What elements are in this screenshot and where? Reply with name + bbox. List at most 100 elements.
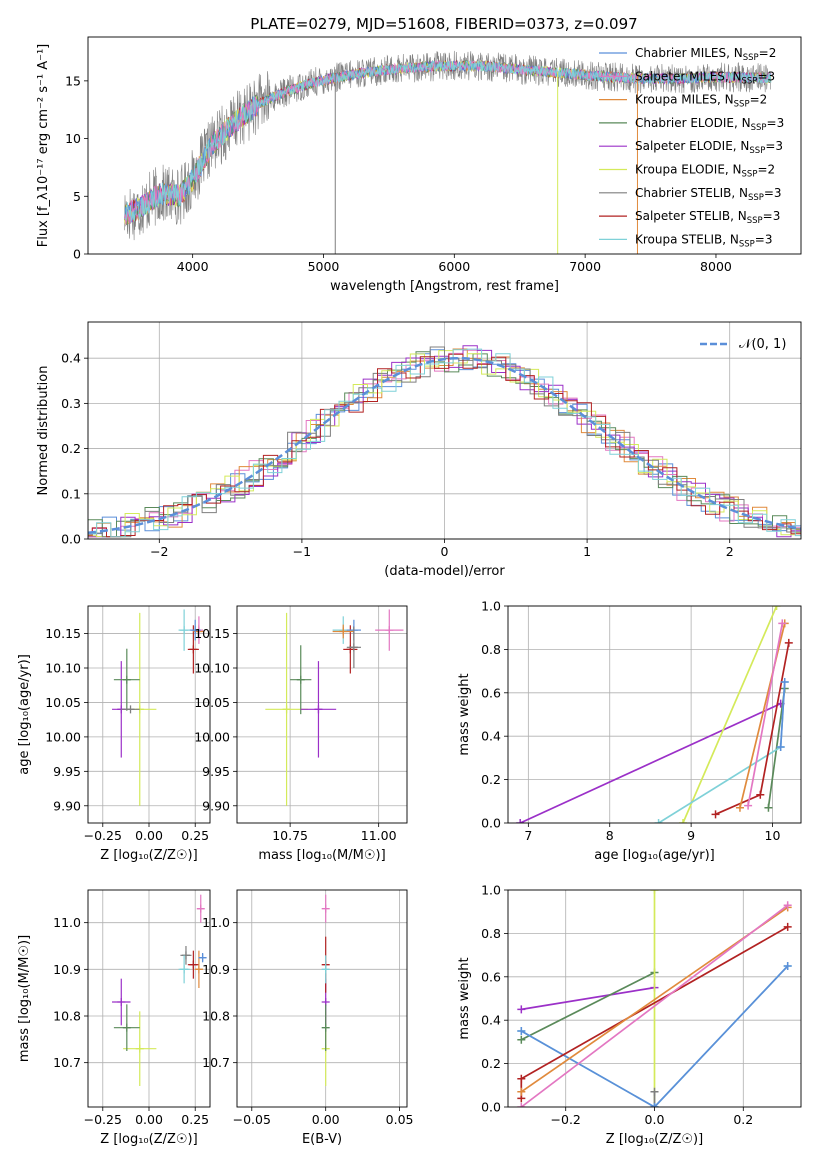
data-point-kroupa_stelib: [180, 626, 189, 635]
residuals-ytick-label: 0.3: [61, 396, 81, 411]
mass_vs_ebv-xtick-label: −0.05: [233, 1112, 271, 1127]
mass_weight_vs_Z-frame: [507, 889, 802, 1108]
legend-label-subscript: SSP: [747, 216, 763, 226]
legend-label: Kroupa ELODIE, NSSP=2: [635, 163, 775, 180]
legend-label-subscript: SSP: [734, 100, 750, 110]
mass_weight_vs_age-xtick-label: 8: [606, 828, 614, 843]
weight-marker-salpeter_stelib: [756, 790, 765, 799]
mass_weight_vs_age-xtick-label: 9: [687, 828, 695, 843]
residuals-legend: 𝒩(0, 1): [700, 337, 786, 352]
legend-label-subscript: SSP: [742, 170, 758, 180]
weight-marker-chabrier_miles: [780, 677, 789, 686]
mass_vs_ebv-ytick-label: 10.9: [202, 962, 230, 977]
age_vs_Z-ytick-label: 10.10: [45, 661, 81, 676]
legend-label-tail: =3: [755, 232, 773, 246]
data-point-kroupa_miles: [194, 965, 203, 974]
spectrum-xtick-label: 4000: [177, 259, 209, 274]
weight-marker-salpeter_stelib: [783, 922, 792, 931]
data-point-chabrier_miles: [198, 953, 207, 962]
residuals-xtick-label: −1: [293, 544, 311, 559]
legend-label: Kroupa MILES, NSSP=2: [635, 93, 767, 110]
legend-label-subscript: SSP: [739, 239, 755, 249]
age_vs_mass-xtick-label: 11.00: [361, 828, 397, 843]
residuals-ytick-label: 0.4: [61, 351, 81, 366]
mass_weight_vs_age-xlabel: age [log₁₀(age/yr)]: [594, 848, 715, 863]
data-point-kroupa_elodie: [135, 1044, 144, 1053]
spectrum-series-kroupa_stelib: [124, 59, 772, 223]
legend-label: 𝒩(0, 1): [739, 337, 786, 352]
residuals-ytick-label: 0.0: [61, 532, 81, 547]
mass_vs_Z-xtick-label: −0.25: [84, 1112, 122, 1127]
age_vs_Z-frame: [87, 605, 211, 824]
legend-label: Kroupa STELIB, NSSP=3: [635, 232, 773, 249]
weight-marker-salpeter_elodie: [517, 1005, 526, 1014]
age_vs_Z-xtick-label: −0.25: [84, 828, 122, 843]
mass_vs_ebv-xlabel: E(B-V): [302, 1132, 342, 1147]
mass_vs_Z-xtick-label: 0.25: [181, 1112, 209, 1127]
mass_weight_vs_Z-plot-area: [517, 890, 792, 1107]
legend-label-tail: =3: [765, 139, 783, 153]
residuals-plot-area: [88, 345, 801, 538]
mass_vs_Z-ytick-label: 10.7: [53, 1055, 81, 1070]
weight-line-salpeter_miles: [747, 623, 784, 806]
weight-line-kroupa_elodie: [682, 606, 778, 823]
histogram-kroupa_miles: [88, 348, 801, 538]
mass_vs_ebv-panel: −0.05 0.00 0.05 10.7 10.8 10.9 11.0 E(B-V): [202, 889, 414, 1147]
data-point-chabrier_miles: [191, 626, 200, 635]
mass_vs_ebv-plot-area: [321, 894, 330, 1086]
age_vs_Z-xlabel: Z [log₁₀(Z/Z☉)]: [100, 848, 197, 863]
residuals-xtick-label: 1: [583, 544, 591, 559]
weight-marker-kroupa_miles: [517, 1087, 526, 1096]
mass_weight_vs_age-panel: 7 8 9 10 0.0 0.2 0.4 0.6 0.8 1.0 age [log₁₀(age/yr…: [457, 599, 802, 863]
data-point-salpeter_stelib: [346, 645, 355, 654]
legend-label-tail: =3: [764, 186, 782, 200]
residuals-xlabel: (data-model)/error: [384, 564, 505, 579]
residuals-frame: [87, 321, 802, 540]
residuals-ytick-label: 0.2: [61, 441, 81, 456]
data-point-salpeter_miles: [385, 626, 394, 635]
mass_weight_vs_age-ytick-label: 1.0: [481, 599, 501, 614]
spectrum-xtick-label: 6000: [438, 259, 470, 274]
data-point-salpeter_stelib: [189, 960, 198, 969]
mass_weight_vs_age-ytick-label: 0.6: [481, 685, 501, 700]
data-point-kroupa_stelib: [321, 965, 330, 974]
weight-line-chabrier_elodie: [767, 688, 786, 808]
legend-label-tail: =2: [759, 46, 777, 60]
age_vs_mass-panel: 10.75 11.00 9.90 9.95 10.00 10.05 10.10 10.15 ma…: [194, 605, 408, 863]
data-point-chabrier_elodie: [296, 675, 305, 684]
residuals-ytick-label: 0.1: [61, 486, 81, 501]
spectrum-ylabel: Flux [f_λ10⁻¹⁷ erg cm⁻² s⁻¹ A⁻¹]: [36, 44, 51, 248]
age_vs_mass-ytick-label: 10.10: [194, 661, 230, 676]
legend-label: Chabrier MILES, NSSP=2: [635, 46, 776, 63]
data-point-salpeter_miles: [321, 904, 330, 913]
data-point-kroupa_elodie: [282, 705, 291, 714]
mass_weight_vs_Z-ytick-label: 0.0: [481, 1100, 501, 1115]
mass_weight_vs_Z-ytick-label: 0.6: [481, 969, 501, 984]
weight-line-salpeter_elodie: [519, 702, 782, 823]
mass_weight_vs_age-plot-area: [516, 606, 793, 823]
mass_weight_vs_age-xtick-label: 7: [524, 828, 532, 843]
legend-label-subscript: SSP: [743, 53, 759, 63]
gaussian-curve: [88, 356, 801, 535]
mass_vs_Z-plot-area: [112, 894, 207, 1086]
legend-label: Chabrier STELIB, NSSP=3: [635, 186, 782, 203]
mass_weight_vs_age-ylabel: mass weight: [457, 673, 472, 755]
mass_weight_vs_age-frame: [507, 605, 802, 824]
age_vs_mass-xlabel: mass [log₁₀(M/M☉)]: [258, 848, 385, 863]
weight-line-chabrier_miles: [779, 681, 786, 748]
weight-marker-kroupa_miles: [735, 803, 744, 812]
age_vs_Z-ytick-label: 10.05: [45, 695, 81, 710]
weight-line-salpeter_miles: [520, 904, 789, 1107]
histogram-salpeter_stelib: [88, 353, 801, 538]
weight-marker-salpeter_miles: [783, 901, 792, 910]
legend-label-subscript: SSP: [742, 76, 758, 86]
weight-marker-salpeter_miles: [744, 801, 753, 810]
legend-label-tail: =2: [757, 163, 775, 177]
spectrum-ytick-label: 5: [73, 189, 81, 204]
histogram-salpeter_elodie: [88, 345, 801, 538]
age_vs_mass-plot-area: [265, 609, 404, 806]
mass_weight_vs_Z-xtick-label: 0.2: [733, 1112, 753, 1127]
data-point-chabrier_stelib: [349, 643, 358, 652]
weight-line-chabrier_miles: [520, 965, 789, 1107]
